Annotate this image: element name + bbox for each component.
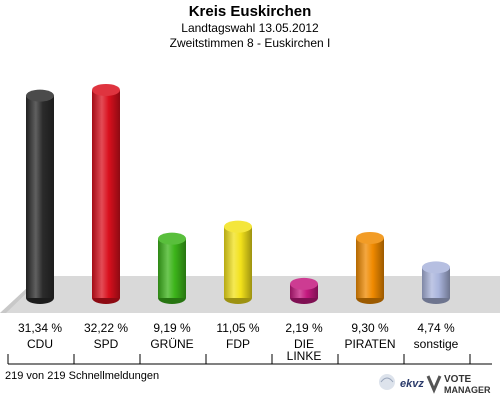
bar-body [158, 238, 186, 298]
bar-6 [422, 261, 450, 304]
chart-subtitle-election: Landtagswahl 13.05.2012 [181, 21, 319, 35]
category-label: PIRATEN [344, 337, 395, 351]
chart-subtitle-district: Zweitstimmen 8 - Euskirchen I [169, 36, 331, 50]
category-label: DIE [294, 337, 314, 351]
logo-vote-text: VOTE [444, 374, 472, 385]
logo-check-icon [426, 375, 442, 394]
bar-top [26, 89, 54, 102]
bar-body [356, 237, 384, 298]
votemanager-logo: ekvz VOTE MANAGER [379, 374, 491, 395]
bar-top [422, 261, 450, 274]
bar-5 [356, 231, 384, 304]
chart-header: Kreis Euskirchen Landtagswahl 13.05.2012… [0, 0, 500, 51]
bars-group [26, 83, 450, 304]
bar-top [356, 231, 384, 244]
reporting-status: 219 von 219 Schnellmeldungen [5, 370, 160, 382]
bar-top [224, 220, 252, 233]
bar-top [290, 277, 318, 290]
category-axis [7, 354, 492, 365]
category-label: sonstige [414, 337, 459, 351]
category-label: LINKE [287, 349, 322, 363]
bar-2 [158, 232, 186, 304]
labels-group: 31,34 % CDU 32,22 % SPD 9,19 % GRÜNE 11,05 % FD… [18, 321, 459, 363]
value-label: 32,22 % [84, 321, 128, 335]
chart-title: Kreis Euskirchen [188, 3, 312, 20]
value-label: 2,19 % [285, 321, 323, 335]
bar-body [92, 89, 120, 298]
logo-globe-icon [379, 374, 395, 390]
bar-4 [290, 277, 318, 304]
value-label: 11,05 % [216, 321, 259, 335]
category-label: CDU [27, 337, 53, 351]
bar-1 [92, 83, 120, 304]
value-label: 31,34 % [18, 321, 62, 335]
bar-top [158, 232, 186, 245]
category-label: GRÜNE [150, 337, 193, 351]
category-label: FDP [226, 337, 250, 351]
value-label: 4,74 % [417, 321, 455, 335]
value-label: 9,30 % [351, 321, 389, 335]
bar-body [224, 226, 252, 298]
value-label: 9,19 % [153, 321, 191, 335]
logo-brand-text: ekvz [400, 378, 424, 390]
bar-3 [224, 220, 252, 304]
bar-top [92, 83, 120, 96]
bar-body [26, 95, 54, 298]
bar-0 [26, 89, 54, 304]
category-label: SPD [94, 337, 119, 351]
logo-manager-text: MANAGER [444, 385, 491, 395]
